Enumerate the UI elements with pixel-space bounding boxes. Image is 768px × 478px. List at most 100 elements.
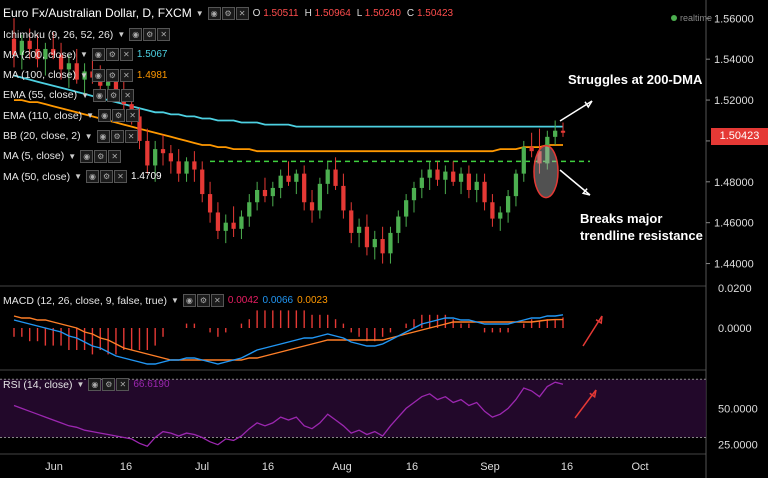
indicator-legend-row: EMA (55, close) ▼ ◉ ⚙ ✕ (3, 88, 138, 102)
candle-body (270, 187, 275, 197)
annotations-overlay (533, 100, 603, 419)
candle-body (43, 48, 48, 60)
rsi-pane (13, 381, 564, 447)
candlestick-series (11, 18, 566, 264)
indicator-legend-row: MA (100, close) ▼ ◉ ⚙ ✕ 1.4981 (3, 68, 167, 82)
chevron-down-icon[interactable]: ▼ (81, 90, 90, 100)
close-icon[interactable]: ✕ (119, 68, 133, 82)
candle-body (207, 194, 213, 213)
candle-body (317, 183, 322, 211)
eye-icon[interactable]: ◉ (80, 149, 94, 163)
chevron-down-icon[interactable]: ▼ (74, 172, 83, 182)
candle-body (200, 169, 205, 195)
price-tick-label: 1.50000 (714, 136, 754, 148)
candle-body (443, 171, 448, 180)
close-icon[interactable]: ✕ (235, 6, 249, 20)
close-icon[interactable]: ✕ (116, 378, 130, 391)
candle-body (105, 79, 111, 86)
eye-icon[interactable]: ◉ (88, 378, 102, 391)
settings-icon[interactable]: ⚙ (221, 6, 235, 20)
indicator-legend-row: EMA (110, close) ▼ ◉ ⚙ ✕ (3, 109, 143, 123)
eye-icon[interactable]: ◉ (86, 170, 100, 184)
candle-body (411, 187, 417, 201)
macd-tick-label: 0.0000 (718, 323, 752, 335)
chevron-down-icon[interactable]: ▼ (117, 30, 126, 39)
chevron-down-icon[interactable]: ▼ (79, 50, 88, 60)
close-icon[interactable]: ✕ (108, 149, 122, 163)
candle-body (341, 185, 346, 211)
eye-icon[interactable]: ◉ (96, 129, 110, 143)
candle-body (419, 177, 424, 188)
macd-label: MACD (12, 26, close, 9, false, true) (3, 294, 167, 307)
chevron-down-icon[interactable]: ▼ (76, 380, 85, 389)
close-icon[interactable]: ✕ (114, 170, 128, 184)
close-icon[interactable]: ✕ (157, 28, 171, 41)
macd-signal-line (13, 315, 563, 361)
candle-body (19, 40, 24, 56)
candle-body (239, 216, 244, 229)
price-tick-label: 1.54000 (714, 54, 754, 66)
chevron-down-icon[interactable]: ▼ (68, 151, 77, 161)
eye-icon[interactable]: ◉ (182, 294, 196, 307)
settings-icon[interactable]: ⚙ (102, 378, 116, 391)
settings-icon[interactable]: ⚙ (143, 28, 157, 41)
candle-body (474, 181, 479, 190)
settings-icon[interactable]: ⚙ (110, 129, 124, 143)
chevron-down-icon[interactable]: ▼ (195, 8, 204, 18)
candle-body (451, 171, 456, 182)
x-tick-label: Sep (480, 461, 500, 473)
settings-icon[interactable]: ⚙ (112, 109, 126, 123)
indicator-legend-row: MA (5, close) ▼ ◉ ⚙ ✕ (3, 149, 125, 163)
settings-icon[interactable]: ⚙ (105, 48, 119, 62)
ohlc-readout: O 1.50511 H 1.50964 L 1.50240 C 1.50423 (252, 7, 454, 19)
candle-body (325, 169, 330, 184)
settings-icon[interactable]: ⚙ (107, 88, 121, 102)
candle-body (309, 202, 315, 211)
candle-body (160, 149, 166, 154)
eye-icon[interactable]: ◉ (98, 109, 112, 123)
settings-icon[interactable]: ⚙ (100, 170, 114, 184)
candle-body (513, 173, 519, 197)
settings-icon[interactable]: ⚙ (94, 149, 108, 163)
eye-icon[interactable]: ◉ (207, 6, 221, 20)
highlight-ellipse (533, 144, 559, 199)
indicator-label: MA (50, close) (3, 170, 71, 183)
chevron-down-icon[interactable]: ▼ (86, 111, 95, 121)
chevron-down-icon[interactable]: ▼ (79, 70, 88, 80)
close-icon[interactable]: ✕ (121, 88, 135, 102)
candle-body (11, 38, 17, 56)
candle-body (286, 175, 291, 182)
eye-icon[interactable]: ◉ (93, 88, 107, 102)
x-tick-label: Jul (195, 461, 209, 473)
candle-body (482, 181, 487, 203)
close-icon[interactable]: ✕ (119, 48, 133, 62)
settings-icon[interactable]: ⚙ (105, 68, 119, 82)
rsi-arrow-head (589, 389, 597, 399)
close-icon[interactable]: ✕ (126, 109, 140, 123)
candle-body (349, 210, 354, 233)
candle-body (333, 169, 338, 186)
candle-body (255, 189, 260, 203)
candle-body (153, 149, 158, 166)
candle-body (184, 161, 189, 174)
candle-body (396, 216, 401, 233)
chevron-down-icon[interactable]: ▼ (84, 131, 93, 141)
chevron-down-icon[interactable]: ▼ (170, 296, 179, 305)
close-icon[interactable]: ✕ (210, 294, 224, 307)
macd-legend: MACD (12, 26, close, 9, false, true) ▼ ◉… (3, 294, 328, 307)
candle-body (490, 202, 495, 219)
candle-body (35, 48, 40, 60)
candle-body (231, 222, 236, 229)
eye-icon[interactable]: ◉ (91, 48, 105, 62)
candle-body (380, 239, 385, 254)
price-tick-label: 1.46000 (714, 218, 754, 230)
rsi-tick-label: 25.0000 (718, 440, 758, 452)
close-icon[interactable]: ✕ (124, 129, 138, 143)
settings-icon[interactable]: ⚙ (196, 294, 210, 307)
macd-value-2: 0.0066 (262, 295, 294, 306)
indicator-label: MA (5, close) (3, 150, 65, 163)
x-tick-label: Aug (332, 461, 352, 473)
candle-body (529, 147, 534, 152)
eye-icon[interactable]: ◉ (91, 68, 105, 82)
eye-icon[interactable]: ◉ (129, 28, 143, 41)
